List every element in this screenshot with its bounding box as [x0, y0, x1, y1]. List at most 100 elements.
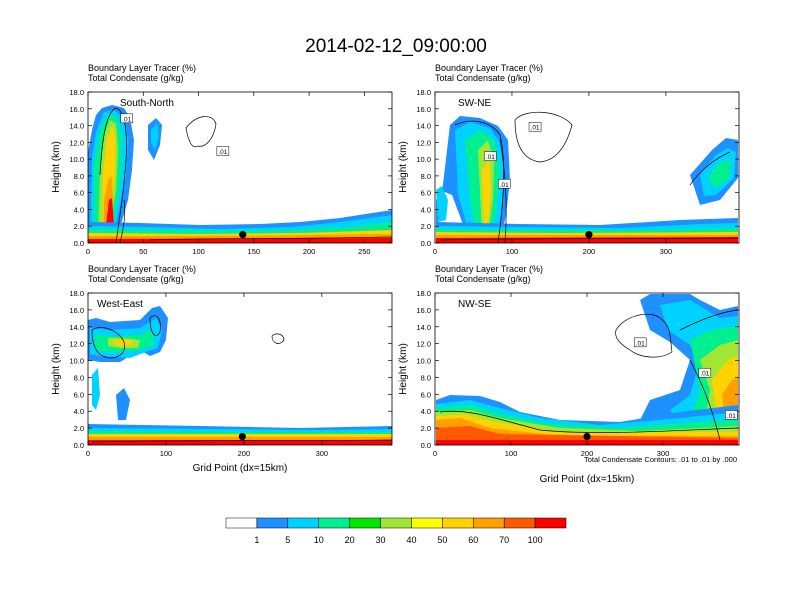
y-axis-label: Height (km) — [51, 141, 62, 193]
y-tick-label: 8.0 — [74, 373, 84, 382]
x-axis-label: Grid Point (dx=15km) — [193, 463, 288, 474]
colorbar-swatch — [534, 517, 567, 529]
contour-label: .01 — [700, 371, 709, 378]
y-tick-label: 10.0 — [69, 357, 84, 366]
colorbar-label: 50 — [437, 535, 447, 545]
y-tick-label: 0.0 — [421, 441, 431, 450]
x-tick-label: 300 — [660, 247, 673, 256]
x-tick-label: 200 — [583, 247, 596, 256]
cloud-mid-cyan — [92, 368, 100, 410]
panel-title-line2: Total Condensate (g/kg) — [88, 73, 184, 83]
y-tick-label: 6.0 — [421, 390, 431, 399]
panel-label: NW-SE — [458, 299, 491, 310]
y-axis-label: Height (km) — [398, 141, 409, 193]
x-tick-label: 200 — [238, 449, 251, 458]
colorbar-swatch — [287, 517, 319, 529]
y-tick-label: 12.0 — [69, 138, 84, 147]
contour-label: .01 — [531, 125, 540, 132]
cloud-right-green — [708, 160, 730, 188]
contour-line — [615, 313, 673, 358]
contour-label: .01 — [727, 413, 736, 420]
heatmap-fill — [435, 92, 739, 244]
colorbar-label: 70 — [499, 535, 509, 545]
colorbar-label: 10 — [314, 535, 324, 545]
x-tick-label: 250 — [358, 247, 371, 256]
panel-west-east: Boundary Layer Tracer (%) Total Condensa… — [51, 264, 393, 474]
cloud-yellow — [482, 160, 491, 225]
colorbar: 1 5 10 20 30 40 50 60 70 100 — [225, 517, 567, 545]
cloud-right-orange — [722, 378, 738, 412]
colorbar-label: 20 — [345, 535, 355, 545]
cloud-upper-yellow — [112, 340, 134, 346]
contour-line — [689, 151, 731, 186]
y-tick-label: 2.0 — [74, 222, 84, 231]
footnote: Total Condensate Contours: .01 to .01 by… — [584, 455, 737, 464]
y-tick-label: 0.0 — [421, 239, 431, 248]
x-tick-label: 50 — [139, 247, 147, 256]
y-tick-label: 6.0 — [74, 189, 84, 198]
panel-sw-ne: Boundary Layer Tracer (%) Total Condensa… — [398, 63, 740, 256]
contour-line — [185, 116, 217, 148]
x-tick-label: 300 — [657, 449, 670, 458]
colorbar-label: 1 — [254, 535, 259, 545]
y-tick-label: 18.0 — [416, 289, 431, 298]
contour-label: .01 — [500, 182, 509, 189]
y-tick-label: 8.0 — [421, 172, 431, 181]
cloud-mid-blue — [116, 388, 130, 420]
colorbar-label: 40 — [406, 535, 416, 545]
colorbar-swatch — [473, 517, 505, 529]
x-axis-label: Grid Point (dx=15km) — [540, 474, 635, 485]
colorbar-swatch — [442, 517, 474, 529]
panel-nw-se: Boundary Layer Tracer (%) Total Condensa… — [398, 264, 740, 485]
x-tick-label: 0 — [433, 247, 437, 256]
y-tick-label: 14.0 — [416, 323, 431, 332]
panel-label: West-East — [97, 299, 143, 310]
contour-line — [91, 439, 393, 443]
contour-label: .01 — [218, 149, 227, 156]
plot-frame — [87, 91, 393, 244]
y-tick-label: 4.0 — [421, 205, 431, 214]
contour-label-box — [698, 367, 712, 378]
contour-line — [514, 111, 573, 163]
x-tick-label: 0 — [433, 449, 437, 458]
colorbar-label: 60 — [468, 535, 478, 545]
panel-title-line1: Boundary Layer Tracer (%) — [435, 264, 543, 274]
colorbar-swatch — [225, 517, 258, 529]
panel-title-line1: Boundary Layer Tracer (%) — [88, 63, 196, 73]
contour-label-box — [484, 151, 497, 161]
contour-line — [91, 327, 126, 359]
contour-line — [119, 199, 126, 244]
y-tick-label: 6.0 — [421, 189, 431, 198]
fill-bg — [88, 293, 392, 445]
contour-label-box — [528, 121, 542, 132]
y-tick-label: 16.0 — [69, 105, 84, 114]
contour-line — [99, 107, 127, 244]
y-tick-label: 10.0 — [416, 357, 431, 366]
y-tick-label: 18.0 — [69, 88, 84, 97]
colorbar-swatch — [256, 517, 289, 529]
heatmap-fill — [88, 92, 393, 244]
colorbar-swatch — [503, 517, 536, 529]
y-tick-label: 4.0 — [421, 407, 431, 416]
y-tick-label: 18.0 — [69, 289, 84, 298]
contour-line — [271, 333, 285, 344]
y-tick-label: 2.0 — [421, 222, 431, 231]
y-tick-label: 8.0 — [74, 172, 84, 181]
x-tick-label: 150 — [248, 247, 261, 256]
y-tick-label: 14.0 — [416, 122, 431, 131]
colorbar-swatch — [349, 517, 381, 529]
contour-line — [454, 120, 504, 244]
bl-red — [436, 237, 738, 243]
y-tick-label: 16.0 — [416, 306, 431, 315]
colorbar-label: 100 — [528, 535, 543, 545]
contour-line — [439, 410, 739, 433]
panel-title-line1: Boundary Layer Tracer (%) — [435, 63, 543, 73]
heatmap-fill — [88, 293, 393, 445]
cloud-left — [436, 186, 448, 222]
y-tick-label: 16.0 — [416, 105, 431, 114]
colorbar-label: 5 — [285, 535, 290, 545]
location-marker — [239, 231, 247, 239]
contour-label: .01 — [122, 116, 131, 123]
contour-label: .01 — [636, 340, 645, 347]
